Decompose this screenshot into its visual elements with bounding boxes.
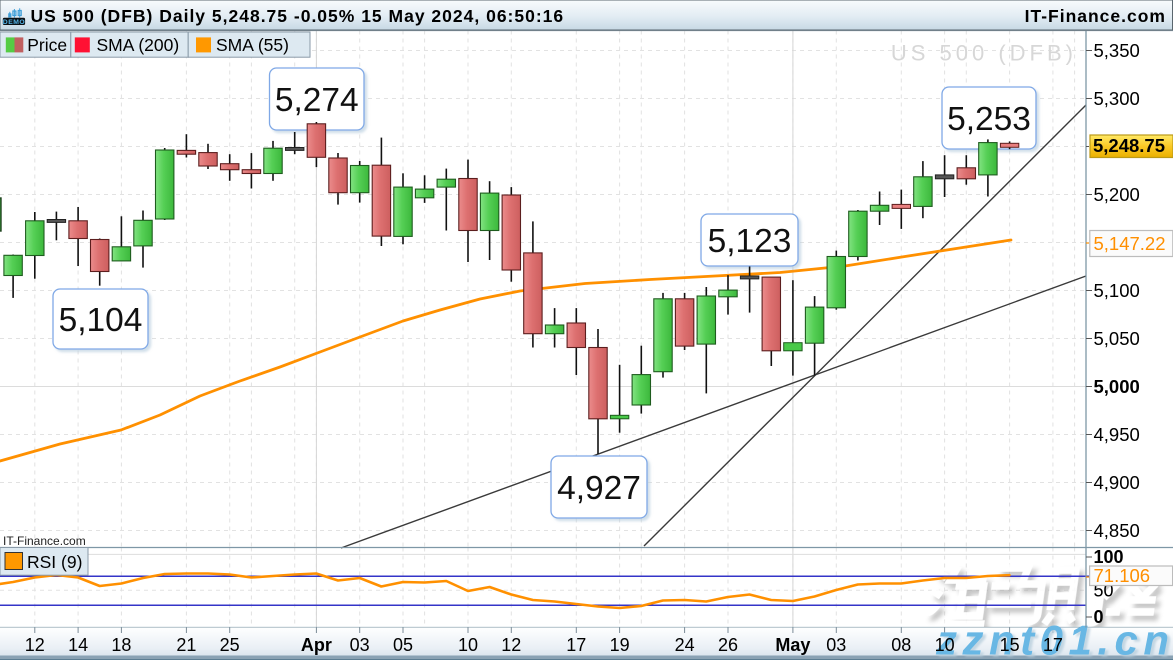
svg-text:4,900: 4,900 xyxy=(1094,472,1140,493)
svg-text:May: May xyxy=(775,635,810,655)
svg-text:100: 100 xyxy=(1094,547,1124,567)
svg-text:10: 10 xyxy=(935,635,955,655)
svg-text:SMA (200): SMA (200) xyxy=(97,35,180,55)
svg-text:05: 05 xyxy=(393,635,413,655)
svg-text:5,200: 5,200 xyxy=(1094,184,1140,205)
svg-text:71.106: 71.106 xyxy=(1094,565,1151,586)
svg-text:4,950: 4,950 xyxy=(1094,424,1140,445)
svg-text:12: 12 xyxy=(501,635,521,655)
svg-text:4,850: 4,850 xyxy=(1094,520,1140,541)
svg-text:21: 21 xyxy=(176,635,196,655)
svg-text:IT-Finance.com: IT-Finance.com xyxy=(1025,6,1166,26)
svg-text:US 500 (DFB) Daily 5,248.75 -0: US 500 (DFB) Daily 5,248.75 -0.05% 15 Ma… xyxy=(31,6,565,26)
svg-text:US 500 (DFB): US 500 (DFB) xyxy=(891,41,1077,66)
svg-text:5,253: 5,253 xyxy=(947,101,1031,138)
svg-text:5,274: 5,274 xyxy=(275,82,359,119)
svg-text:5,350: 5,350 xyxy=(1094,40,1140,61)
svg-text:03: 03 xyxy=(826,635,846,655)
svg-text:26: 26 xyxy=(718,635,738,655)
svg-text:15: 15 xyxy=(1000,635,1020,655)
svg-text:5,123: 5,123 xyxy=(708,223,792,260)
svg-text:14: 14 xyxy=(68,635,88,655)
svg-text:24: 24 xyxy=(675,635,695,655)
svg-text:5,050: 5,050 xyxy=(1094,328,1140,349)
svg-text:03: 03 xyxy=(350,635,370,655)
svg-text:5,104: 5,104 xyxy=(59,302,143,339)
svg-text:Apr: Apr xyxy=(301,635,332,655)
svg-text:SMA (55): SMA (55) xyxy=(216,35,289,55)
svg-text:18: 18 xyxy=(111,635,131,655)
svg-text:5,147.22: 5,147.22 xyxy=(1094,233,1166,254)
svg-text:5,000: 5,000 xyxy=(1094,376,1140,397)
svg-text:5,248.75: 5,248.75 xyxy=(1093,135,1165,156)
svg-text:4,927: 4,927 xyxy=(557,470,641,507)
svg-text:Price: Price xyxy=(27,35,67,55)
svg-text:17: 17 xyxy=(566,635,586,655)
svg-text:5,100: 5,100 xyxy=(1094,280,1140,301)
svg-text:DEMO: DEMO xyxy=(3,19,25,26)
svg-text:zznt01.cn: zznt01.cn xyxy=(935,617,1173,660)
svg-text:0: 0 xyxy=(1094,607,1104,627)
svg-text:IT-Finance.com: IT-Finance.com xyxy=(3,534,86,548)
svg-text:10: 10 xyxy=(458,635,478,655)
svg-text:12: 12 xyxy=(25,635,45,655)
svg-text:19: 19 xyxy=(610,635,630,655)
svg-text:08: 08 xyxy=(891,635,911,655)
svg-text:25: 25 xyxy=(220,635,240,655)
svg-text:17: 17 xyxy=(1043,635,1063,655)
svg-text:RSI (9): RSI (9) xyxy=(27,552,82,572)
svg-text:5,300: 5,300 xyxy=(1094,88,1140,109)
